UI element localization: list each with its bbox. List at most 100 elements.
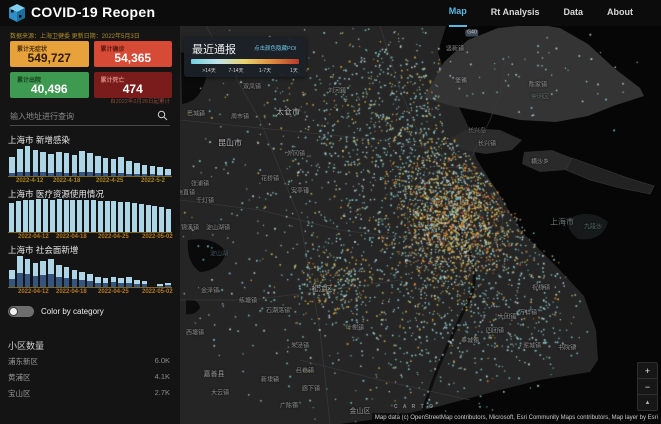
stat-box: 累计确诊 54,365 xyxy=(93,41,172,67)
zoom-out-button[interactable]: − xyxy=(638,379,657,395)
bar xyxy=(157,167,164,176)
legend-tick-label: 7-14天 xyxy=(228,68,244,74)
bar xyxy=(157,283,164,287)
nav-item-about[interactable]: About xyxy=(607,7,633,17)
bar xyxy=(16,255,23,287)
stat-box: 累计无症状 549,727 xyxy=(10,41,89,67)
map-zoom-control: + − ▲ xyxy=(637,362,658,411)
app-logo-icon xyxy=(9,4,25,22)
x-axis-label: 2022-04-12 xyxy=(18,234,49,240)
bar xyxy=(36,199,42,232)
district-name: 宝山区 xyxy=(8,389,31,398)
bar xyxy=(125,202,131,232)
bar xyxy=(118,156,125,176)
stat-box: 累计出院 40,496 xyxy=(10,72,89,98)
bar xyxy=(90,200,96,232)
district-value: 4.1K xyxy=(154,372,170,381)
stat-label: 累计确诊 xyxy=(100,47,125,53)
bar xyxy=(43,199,49,232)
bar xyxy=(126,277,132,287)
bar xyxy=(49,199,55,232)
stats-footnote: 自2022年2月26日起累计 xyxy=(110,99,170,105)
map-legend: 最近通报 点击颜色隐藏POI >14天 7-14天 1-7天 1天 xyxy=(184,37,306,77)
bar xyxy=(32,262,39,287)
search-input[interactable]: 输入地址进行查询 xyxy=(10,108,170,126)
bar xyxy=(9,269,15,287)
search-icon[interactable] xyxy=(157,110,168,121)
bar xyxy=(56,199,62,232)
bar xyxy=(32,150,39,176)
chart-title: 上海市 医疗资源使用情况 xyxy=(8,189,104,199)
x-axis-label: 2022-04-25 xyxy=(98,234,129,240)
bar xyxy=(71,154,78,176)
district-value: 2.7K xyxy=(154,388,170,397)
x-axis-label: 2022-05-02 xyxy=(142,234,173,240)
x-axis-label: 2022-04-18 xyxy=(56,234,87,240)
bar xyxy=(152,205,158,232)
bar xyxy=(145,204,151,232)
bar xyxy=(77,199,83,232)
bar xyxy=(165,168,171,176)
district-row[interactable]: 黄浦区 4.1K xyxy=(8,372,170,383)
district-name: 黄浦区 xyxy=(8,373,31,382)
x-axis-label: 2022-05-02 xyxy=(142,289,173,295)
x-axis-label: 2022-4-25 xyxy=(96,178,124,184)
stat-label: 累计死亡 xyxy=(100,78,125,84)
bar xyxy=(97,200,103,232)
bar xyxy=(16,148,23,176)
main-nav: Map Rt Analysis Data About xyxy=(448,0,633,27)
nav-item-data[interactable]: Data xyxy=(563,7,583,17)
bar xyxy=(110,159,117,176)
bar xyxy=(40,152,46,176)
bar xyxy=(55,265,62,287)
bar xyxy=(149,166,156,176)
bar xyxy=(22,200,28,232)
map-canvas[interactable]: 双凤镇刘河镇太仓市周市镇巴城镇昆山市外冈镇张浦镇花桥镇安亭镇千灯镇甪直镇锦溪镇淀… xyxy=(180,26,661,424)
x-axis-label: 2022-4-18 xyxy=(53,178,81,184)
nav-item-rt-analysis[interactable]: Rt Analysis xyxy=(490,7,540,17)
x-axis-label: 2022-5-2 xyxy=(141,178,166,184)
bar xyxy=(48,153,54,176)
district-row[interactable]: 宝山区 2.7K xyxy=(8,388,170,399)
data-source-line: 数据来源：上海卫健委 更新日期：2022年5月3日 xyxy=(10,34,140,40)
bar xyxy=(94,277,101,287)
carto-logo: C A R T O xyxy=(394,404,435,410)
bar xyxy=(40,260,46,287)
legend-gradient-bar[interactable] xyxy=(191,59,299,64)
toggle-knob xyxy=(9,307,18,316)
stat-value: 40,496 xyxy=(30,82,68,96)
bar xyxy=(70,200,76,232)
stats-grid: 累计无症状 549,727 累计确诊 54,365 累计出院 40,496 累计死亡 474 xyxy=(10,41,172,98)
bar xyxy=(29,199,35,232)
search-placeholder: 输入地址进行查询 xyxy=(10,112,74,121)
bar xyxy=(24,258,31,287)
bar xyxy=(63,153,70,176)
bar xyxy=(9,156,15,176)
stat-value: 54,365 xyxy=(114,51,152,65)
chart-title: 上海市 新增感染 xyxy=(8,135,70,145)
bar-chart xyxy=(8,198,172,233)
legend-tick-label: 1-7天 xyxy=(258,68,272,74)
legend-tick-label: 1天 xyxy=(290,68,298,74)
zoom-in-button[interactable]: + xyxy=(638,363,657,379)
stat-label: 累计出院 xyxy=(17,78,42,84)
color-by-category-toggle[interactable] xyxy=(8,306,34,317)
bar xyxy=(79,272,85,287)
bar xyxy=(8,202,14,232)
bar xyxy=(159,207,165,232)
stat-label: 累计无症状 xyxy=(17,47,48,53)
nav-item-map[interactable]: Map xyxy=(448,0,467,27)
bar xyxy=(134,163,140,176)
bar xyxy=(24,146,31,176)
bar xyxy=(118,201,124,232)
chart-title: 上海市 社会面新增 xyxy=(8,245,79,255)
bar xyxy=(166,208,172,232)
legend-tick-label: >14天 xyxy=(202,68,216,74)
app-title: COVID-19 Reopen xyxy=(31,4,156,20)
compass-button[interactable]: ▲ xyxy=(644,399,651,406)
bar xyxy=(15,201,21,232)
legend-hint[interactable]: 点击颜色隐藏POI xyxy=(254,46,297,52)
bar xyxy=(87,274,93,287)
x-axis-label: 2022-04-12 xyxy=(18,289,49,295)
district-row[interactable]: 浦东新区 6.0K xyxy=(8,356,170,367)
